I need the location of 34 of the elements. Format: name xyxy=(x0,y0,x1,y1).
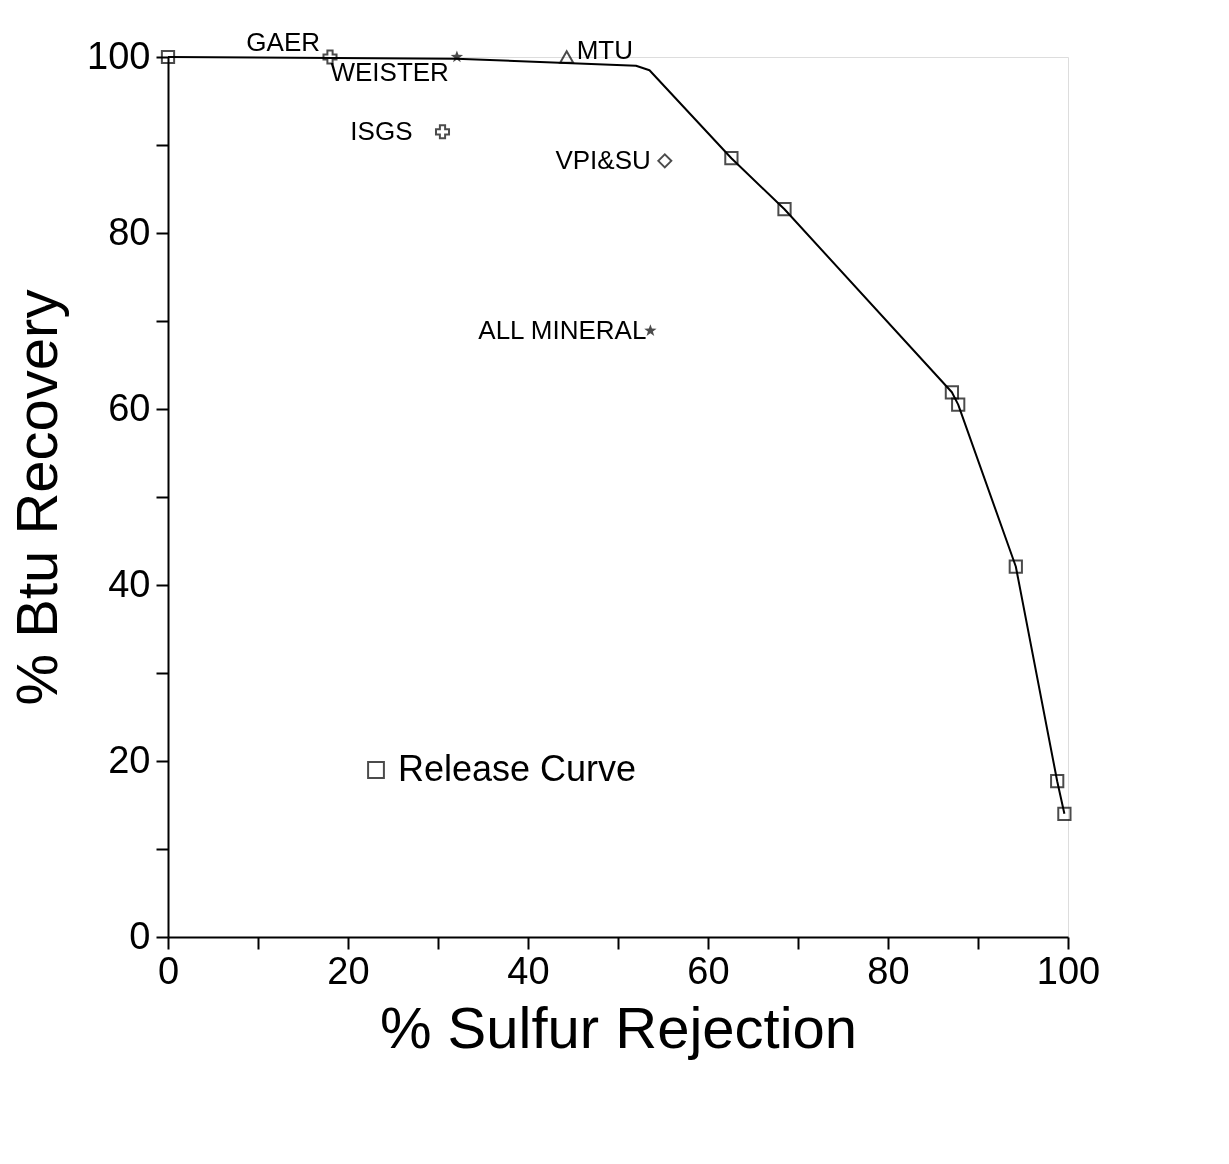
point xyxy=(450,50,464,63)
point xyxy=(1050,774,1065,789)
y-tick-label: 100 xyxy=(87,34,151,77)
point xyxy=(951,397,966,412)
y-tick-label: 0 xyxy=(129,914,151,957)
series-label: GAER xyxy=(246,27,320,57)
x-axis-title: % Sulfur Rejection xyxy=(379,994,858,1060)
series-label: WEISTER xyxy=(330,57,449,87)
x-tick-label: 60 xyxy=(687,949,730,992)
point xyxy=(944,385,960,400)
series-label: MTU xyxy=(576,35,634,65)
y-tick-label: 40 xyxy=(108,562,151,605)
x-tick-label: 100 xyxy=(1036,949,1101,992)
series-label: ALL MINERAL xyxy=(478,314,647,345)
point xyxy=(1008,559,1023,574)
series-label: ISGS xyxy=(350,115,413,146)
legend-label: Release Curve xyxy=(398,748,637,789)
point xyxy=(724,151,739,166)
series-label: VPI&SU xyxy=(555,144,651,175)
y-tick-label: 80 xyxy=(108,210,151,253)
y-tick-label: 20 xyxy=(108,738,151,781)
x-tick-label: 40 xyxy=(507,949,550,992)
y-tick-label: 60 xyxy=(108,386,151,429)
y-axis-title: % Btu Recovery xyxy=(4,289,70,706)
point xyxy=(777,202,792,217)
point xyxy=(434,124,451,140)
x-tick-label: 80 xyxy=(867,949,910,992)
point xyxy=(1057,806,1072,821)
x-tick-label: 0 xyxy=(157,949,180,992)
point xyxy=(559,50,575,64)
point xyxy=(657,153,673,169)
point xyxy=(322,49,338,65)
x-tick-label: 20 xyxy=(327,949,370,992)
point xyxy=(160,49,176,65)
